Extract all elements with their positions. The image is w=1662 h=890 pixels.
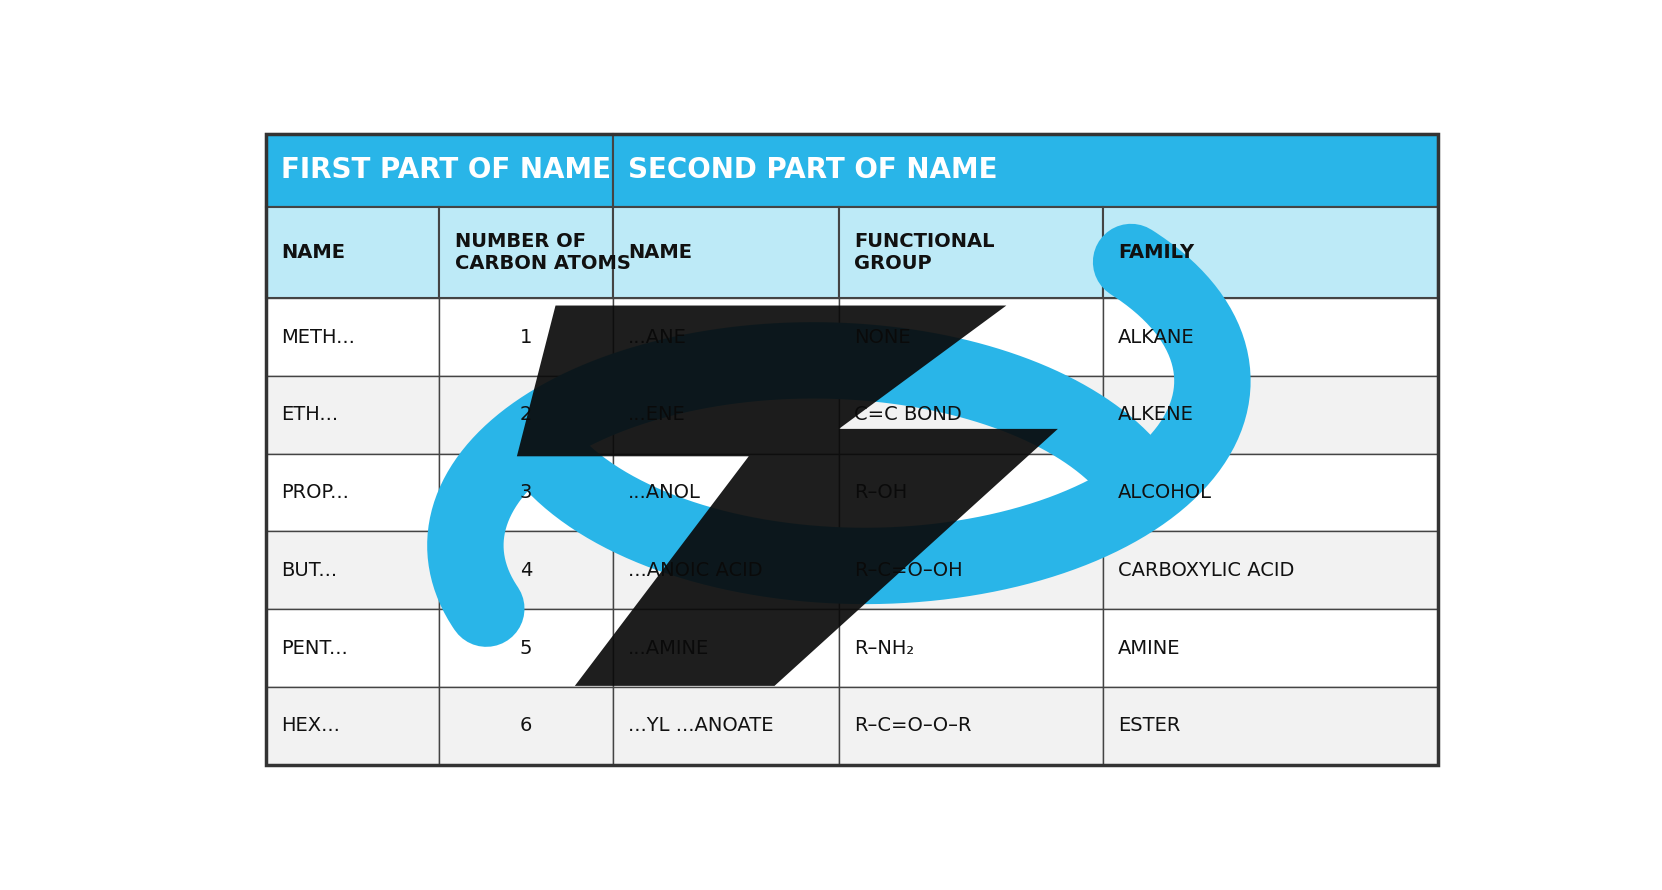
- Text: ...YL ...ANOATE: ...YL ...ANOATE: [628, 716, 773, 735]
- Text: 5: 5: [520, 638, 532, 658]
- Text: ...ANOIC ACID: ...ANOIC ACID: [628, 561, 763, 579]
- Text: NONE: NONE: [854, 328, 911, 346]
- Bar: [613, 531, 839, 609]
- Bar: [439, 298, 613, 376]
- Text: ...ENE: ...ENE: [628, 405, 686, 425]
- Text: BUT...: BUT...: [281, 561, 337, 579]
- Text: C=C BOND: C=C BOND: [854, 405, 962, 425]
- Text: R–C=O–O–R: R–C=O–O–R: [854, 716, 972, 735]
- Bar: [613, 609, 839, 687]
- Text: R–C=O–OH: R–C=O–OH: [854, 561, 962, 579]
- Text: ALKANE: ALKANE: [1119, 328, 1195, 346]
- Bar: [1102, 531, 1438, 609]
- Bar: [439, 454, 613, 531]
- Text: ALCOHOL: ALCOHOL: [1119, 483, 1212, 502]
- Bar: [266, 609, 439, 687]
- Bar: [839, 609, 1102, 687]
- Text: R–OH: R–OH: [854, 483, 907, 502]
- Text: ALKENE: ALKENE: [1119, 405, 1193, 425]
- Text: HEX...: HEX...: [281, 716, 341, 735]
- Bar: [839, 531, 1102, 609]
- Text: 4: 4: [520, 561, 532, 579]
- Bar: [266, 298, 439, 376]
- Bar: [613, 134, 1438, 206]
- Text: METH...: METH...: [281, 328, 356, 346]
- Text: FAMILY: FAMILY: [1119, 243, 1195, 262]
- Bar: [839, 298, 1102, 376]
- Text: ...ANOL: ...ANOL: [628, 483, 701, 502]
- Bar: [266, 531, 439, 609]
- Bar: [439, 687, 613, 765]
- Bar: [839, 687, 1102, 765]
- Bar: [1102, 206, 1438, 298]
- Bar: [1102, 687, 1438, 765]
- Text: NAME: NAME: [628, 243, 691, 262]
- Text: CARBOXYLIC ACID: CARBOXYLIC ACID: [1119, 561, 1295, 579]
- Bar: [613, 206, 839, 298]
- Bar: [839, 454, 1102, 531]
- Bar: [266, 376, 439, 454]
- Text: ESTER: ESTER: [1119, 716, 1180, 735]
- Bar: [613, 298, 839, 376]
- Text: NUMBER OF
CARBON ATOMS: NUMBER OF CARBON ATOMS: [455, 232, 630, 273]
- Text: AMINE: AMINE: [1119, 638, 1180, 658]
- Text: FUNCTIONAL
GROUP: FUNCTIONAL GROUP: [854, 232, 996, 273]
- Bar: [1102, 298, 1438, 376]
- Text: 1: 1: [520, 328, 532, 346]
- Polygon shape: [517, 305, 1059, 686]
- Bar: [266, 134, 613, 206]
- Bar: [439, 376, 613, 454]
- Bar: [839, 206, 1102, 298]
- Text: PROP...: PROP...: [281, 483, 349, 502]
- Bar: [266, 206, 439, 298]
- Bar: [1102, 454, 1438, 531]
- Bar: [439, 609, 613, 687]
- Text: NAME: NAME: [281, 243, 346, 262]
- Bar: [266, 454, 439, 531]
- Bar: [439, 531, 613, 609]
- Text: 6: 6: [520, 716, 532, 735]
- Text: SECOND PART OF NAME: SECOND PART OF NAME: [628, 157, 997, 184]
- Bar: [613, 376, 839, 454]
- Bar: [613, 454, 839, 531]
- Text: ...ANE: ...ANE: [628, 328, 686, 346]
- Bar: [1102, 609, 1438, 687]
- Bar: [439, 206, 613, 298]
- Bar: [613, 687, 839, 765]
- Text: ...AMINE: ...AMINE: [628, 638, 710, 658]
- Text: FIRST PART OF NAME: FIRST PART OF NAME: [281, 157, 612, 184]
- Text: R–NH₂: R–NH₂: [854, 638, 914, 658]
- Bar: [839, 376, 1102, 454]
- Bar: [266, 687, 439, 765]
- Text: 3: 3: [520, 483, 532, 502]
- Text: PENT...: PENT...: [281, 638, 347, 658]
- Bar: [1102, 376, 1438, 454]
- Text: 2: 2: [520, 405, 532, 425]
- Text: ETH...: ETH...: [281, 405, 339, 425]
